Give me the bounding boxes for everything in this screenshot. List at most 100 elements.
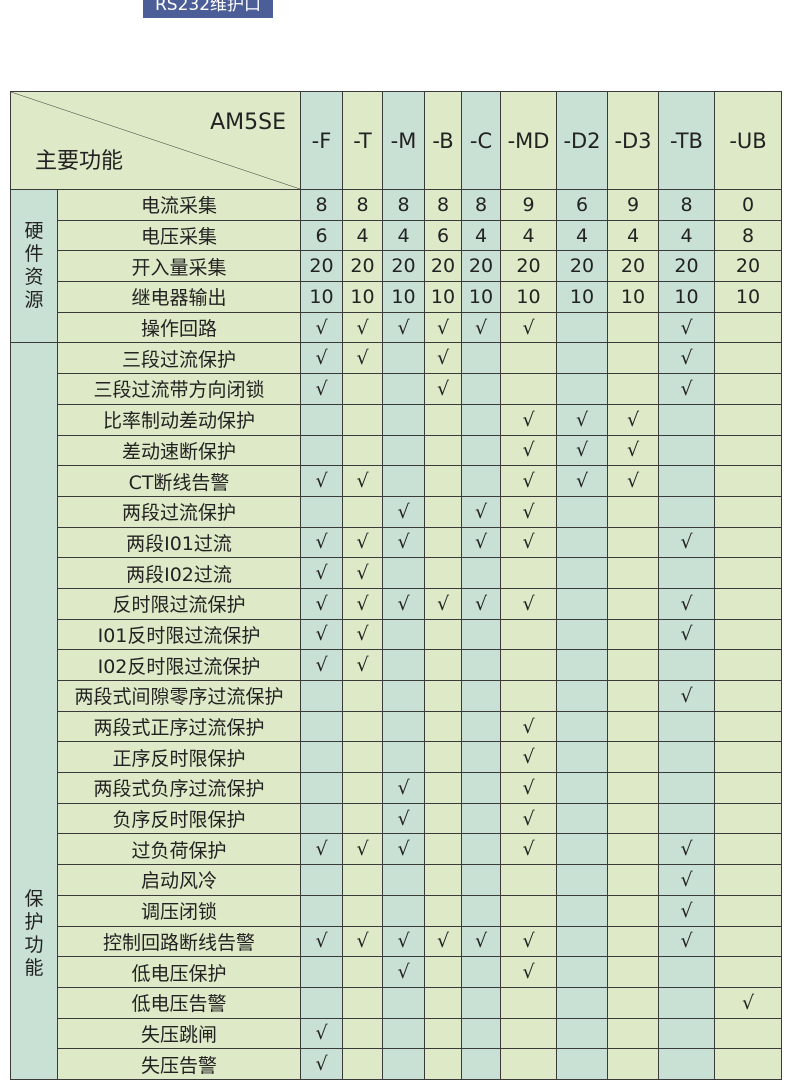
value-cell: √: [500, 956, 557, 988]
value-cell: √: [342, 925, 383, 958]
value-cell: [714, 311, 782, 344]
value-cell: [382, 864, 425, 896]
value-cell: √: [658, 680, 715, 712]
value-cell: √: [500, 925, 557, 958]
function-table: AM5SE 主要功能 -F -T -M -B -C -MD -D2 -D3 -TB -UB 硬件资…: [10, 91, 782, 1080]
value-cell: √: [500, 772, 557, 804]
value-cell: [461, 956, 501, 988]
value-cell: 4: [556, 219, 608, 252]
value-cell: [556, 710, 608, 743]
value-cell: [607, 1017, 659, 1050]
value-cell: [607, 772, 659, 804]
value-cell: √: [382, 925, 425, 958]
table-row: 低电压保护 √ √: [11, 956, 782, 988]
column-header-f: -F: [300, 91, 343, 190]
value-cell: [424, 710, 462, 743]
column-header-b: -B: [424, 91, 462, 190]
table-row: CT断线告警 √ √ √ √ √: [11, 465, 782, 497]
value-cell: [658, 1017, 715, 1050]
value-cell: [556, 649, 608, 681]
feature-name: 两段I01过流: [57, 526, 301, 559]
feature-name: 操作回路: [57, 311, 301, 344]
value-cell: [461, 649, 501, 681]
value-cell: √: [342, 649, 383, 681]
value-cell: √: [556, 403, 608, 436]
value-cell: [658, 557, 715, 589]
value-cell: √: [382, 587, 425, 620]
value-cell: 6: [424, 219, 462, 252]
value-cell: [461, 618, 501, 651]
value-cell: √: [382, 526, 425, 559]
value-cell: √: [658, 342, 715, 375]
value-cell: √: [461, 495, 501, 528]
feature-name: 三段过流带方向闭锁: [57, 373, 301, 405]
group-label: 保护功能: [24, 888, 44, 980]
value-cell: √: [500, 833, 557, 866]
value-cell: [607, 833, 659, 866]
value-cell: √: [658, 864, 715, 896]
value-cell: 8: [424, 189, 462, 221]
value-cell: √: [500, 311, 557, 344]
rs232-port-button[interactable]: RS232维护口: [143, 0, 273, 18]
value-cell: √: [500, 465, 557, 497]
table-row: I02反时限过流保护 √ √: [11, 649, 782, 681]
feature-name: I02反时限过流保护: [57, 649, 301, 681]
column-header-m: -M: [382, 91, 425, 190]
value-cell: [500, 373, 557, 405]
value-cell: [461, 772, 501, 804]
value-cell: 10: [658, 281, 715, 313]
table-row: 失压告警 √: [11, 1048, 782, 1080]
value-cell: [556, 925, 608, 958]
value-cell: 9: [607, 189, 659, 221]
value-cell: [424, 403, 462, 436]
value-cell: [342, 403, 383, 436]
value-cell: [342, 1048, 383, 1080]
feature-name: 电压采集: [57, 219, 301, 252]
value-cell: √: [300, 649, 343, 681]
value-cell: √: [500, 403, 557, 436]
table-row: 过负荷保护 √ √ √ √ √: [11, 833, 782, 866]
value-cell: 10: [342, 281, 383, 313]
value-cell: [500, 986, 557, 1019]
header-row: AM5SE 主要功能 -F -T -M -B -C -MD -D2 -D3 -TB -UB: [10, 91, 782, 190]
value-cell: √: [300, 618, 343, 651]
value-cell: [658, 465, 715, 497]
value-cell: 6: [300, 219, 343, 252]
value-cell: 0: [714, 189, 782, 221]
value-cell: [556, 680, 608, 712]
value-cell: [500, 864, 557, 896]
value-cell: √: [500, 710, 557, 743]
value-cell: [300, 802, 343, 835]
value-cell: [556, 1017, 608, 1050]
value-cell: 10: [424, 281, 462, 313]
function-label: 主要功能: [35, 149, 124, 174]
feature-name: CT断线告警: [57, 465, 301, 497]
value-cell: [461, 986, 501, 1019]
value-cell: [500, 1017, 557, 1050]
table-row: 两段过流保护 √ √ √: [11, 495, 782, 528]
value-cell: 6: [556, 189, 608, 221]
table-row: 调压闭锁 √: [11, 894, 782, 927]
table-row: 两段式负序过流保护 √ √: [11, 772, 782, 804]
table-row: 启动风冷 √: [11, 864, 782, 896]
value-cell: [714, 557, 782, 589]
value-cell: 8: [342, 189, 383, 221]
value-cell: 10: [500, 281, 557, 313]
feature-name: 两段式间隙零序过流保护: [57, 680, 301, 712]
value-cell: √: [658, 373, 715, 405]
table-row: 反时限过流保护 √ √ √ √ √ √ √: [11, 587, 782, 620]
value-cell: [382, 465, 425, 497]
value-cell: [461, 1048, 501, 1080]
value-cell: [658, 986, 715, 1019]
value-cell: [607, 802, 659, 835]
value-cell: [424, 802, 462, 835]
value-cell: [714, 894, 782, 927]
table-row: 正序反时限保护 √: [11, 741, 782, 774]
column-header-md: -MD: [500, 91, 557, 190]
value-cell: [714, 342, 782, 375]
value-cell: [658, 741, 715, 774]
value-cell: [658, 434, 715, 467]
value-cell: [500, 680, 557, 712]
value-cell: [714, 864, 782, 896]
feature-name: 三段过流保护: [57, 342, 301, 375]
